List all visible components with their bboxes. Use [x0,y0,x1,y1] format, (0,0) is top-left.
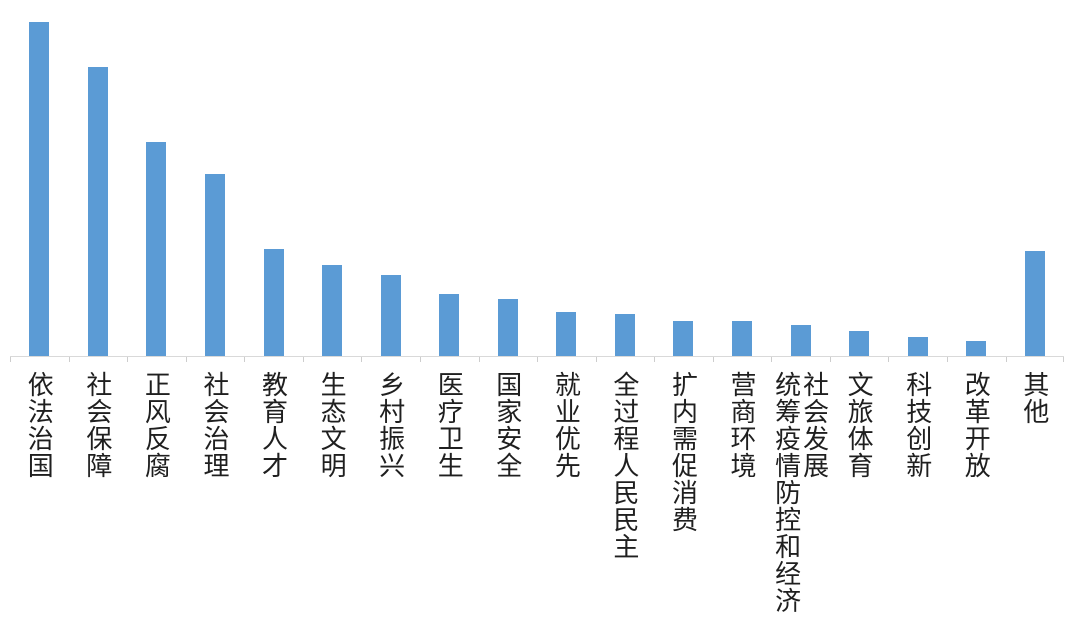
axis-tick [244,357,246,362]
category-label: 改革开放 [961,371,992,479]
bar-slot [595,0,655,362]
bar-slot [654,0,713,362]
label-slot: 正风反腐 [127,371,186,616]
category-label: 生态文明 [317,371,348,479]
axis-tick [771,357,773,362]
axis-tick [419,357,421,362]
x-axis-line [10,356,1064,357]
bar-slot [302,0,362,362]
bar [439,294,460,356]
label-slot: 依法治国 [10,371,69,616]
category-label: 社会治理 [199,371,230,479]
axis-tick [361,357,363,362]
label-slot: 营商环境 [713,371,772,616]
category-label: 就业优先 [551,371,582,479]
category-label: 统筹疫情防控和经济社会发展 [771,371,830,614]
axis-tick [1005,357,1007,362]
bar [556,312,577,356]
category-label: 全过程人民民主 [609,371,640,560]
bar [790,325,811,356]
label-slot: 生态文明 [303,371,362,616]
category-label: 扩内需促消费 [668,371,699,533]
bar-slot [185,0,245,362]
category-axis-labels: 依法治国 社会保障 正风反腐 社会治理 教育人才 生态文明 乡村振兴 医疗卫生 国家安全 就业优先… [10,371,1064,616]
label-slot: 国家安全 [479,371,538,616]
bar [732,321,753,356]
bar-slot [244,0,303,362]
bar-slot [712,0,772,362]
category-label: 社会保障 [82,371,113,479]
label-slot: 教育人才 [244,371,303,616]
category-label: 文旅体育 [844,371,875,479]
label-slot: 文旅体育 [830,371,889,616]
axis-tick [537,357,539,362]
axis-tick [595,357,597,362]
label-slot: 其他 [1006,371,1065,616]
category-label: 乡村振兴 [375,371,406,479]
bar [1024,251,1045,356]
bar [322,265,343,356]
axis-tick [712,357,714,362]
bar-slot [537,0,596,362]
bar [87,67,108,356]
plot-area [10,0,1065,362]
bar [614,314,635,356]
category-label: 国家安全 [492,371,523,479]
bar-slot [419,0,479,362]
axis-tick [302,357,304,362]
label-slot: 社会治理 [186,371,245,616]
label-slot: 社会保障 [69,371,128,616]
bar-slot [947,0,1006,362]
category-label: 营商环境 [727,371,758,479]
label-slot: 全过程人民民主 [596,371,655,616]
label-slot: 统筹疫情防控和经济社会发展 [771,371,830,616]
category-label: 其他 [1019,371,1050,425]
bar [673,321,694,356]
bar-slot [10,0,69,362]
bar [263,249,284,356]
axis-tick [478,357,480,362]
axis-tick [185,357,187,362]
label-slot: 改革开放 [947,371,1006,616]
bar-slot [829,0,889,362]
bar [966,341,987,356]
axis-tick [10,357,11,362]
bar [380,275,401,356]
category-label: 医疗卫生 [434,371,465,479]
bar-slot [68,0,128,362]
bar [497,299,518,356]
label-slot: 科技创新 [888,371,947,616]
bar [907,337,928,356]
axis-tick [654,357,656,362]
bar-slot [888,0,947,362]
axis-tick [829,357,831,362]
label-slot: 扩内需促消费 [654,371,713,616]
bar-slot [361,0,420,362]
axis-tick [1063,357,1064,362]
bar-slot [478,0,538,362]
label-slot: 就业优先 [537,371,596,616]
bar [29,22,50,356]
axis-tick [947,357,948,362]
category-label: 正风反腐 [141,371,172,479]
bar [849,331,870,356]
label-slot: 医疗卫生 [420,371,479,616]
bar [146,142,167,356]
bar-slot [1005,0,1065,362]
axis-tick [68,357,70,362]
axis-tick [888,357,890,362]
category-label: 教育人才 [258,371,289,479]
category-label: 依法治国 [24,371,55,479]
category-label: 科技创新 [902,371,933,479]
bar-slot [127,0,186,362]
label-slot: 乡村振兴 [361,371,420,616]
bar-slot [771,0,830,362]
bar [204,174,225,356]
axis-tick [127,357,129,362]
